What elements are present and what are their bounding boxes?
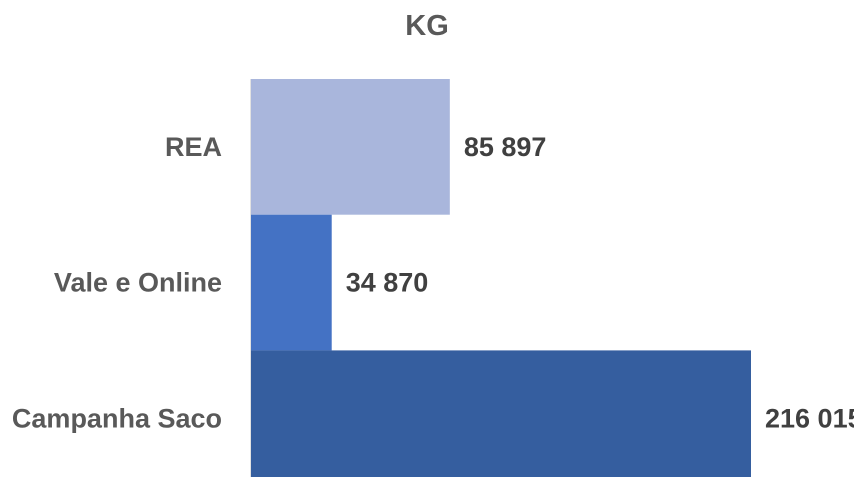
bar-vale-e-online <box>251 214 332 351</box>
value-label: 34 870 <box>346 268 429 298</box>
bar-rea <box>251 79 450 215</box>
value-label: 216 015 <box>765 403 854 433</box>
category-label: Vale e Online <box>54 268 222 298</box>
chart-title: KG <box>405 10 449 42</box>
value-label: 85 897 <box>464 132 547 162</box>
category-label: Campanha Saco <box>12 403 222 433</box>
bar-campanha-saco <box>251 350 751 477</box>
category-label: REA <box>165 132 222 162</box>
